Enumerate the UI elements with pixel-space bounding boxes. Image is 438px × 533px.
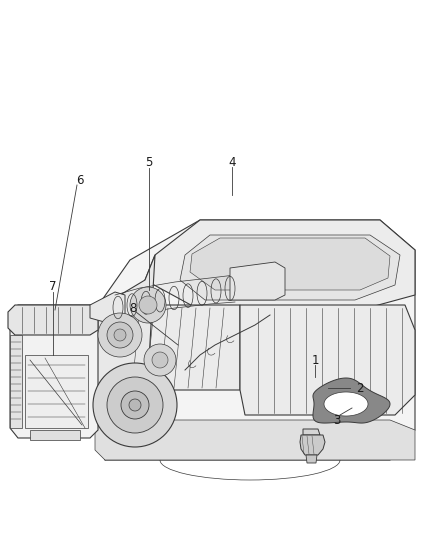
Text: 4: 4 [228, 156, 236, 168]
Polygon shape [90, 292, 125, 325]
Polygon shape [230, 262, 285, 300]
Text: 6: 6 [76, 174, 84, 187]
Polygon shape [10, 335, 22, 428]
Circle shape [93, 363, 177, 447]
Circle shape [139, 296, 157, 314]
Polygon shape [190, 238, 390, 290]
Polygon shape [30, 430, 80, 440]
Polygon shape [145, 220, 415, 310]
Circle shape [129, 399, 141, 411]
Text: 1: 1 [311, 353, 319, 367]
Circle shape [107, 322, 133, 348]
Text: 7: 7 [49, 280, 57, 294]
Circle shape [114, 329, 126, 341]
Circle shape [98, 313, 142, 357]
Polygon shape [95, 220, 415, 460]
Polygon shape [10, 305, 98, 438]
Circle shape [130, 287, 166, 323]
Polygon shape [95, 420, 415, 460]
Text: 8: 8 [129, 302, 137, 314]
Polygon shape [303, 429, 320, 435]
Circle shape [107, 377, 163, 433]
Polygon shape [300, 435, 325, 455]
Polygon shape [240, 305, 415, 415]
Polygon shape [313, 378, 390, 423]
Polygon shape [180, 235, 400, 300]
Circle shape [144, 344, 176, 376]
Polygon shape [100, 305, 240, 390]
Circle shape [121, 391, 149, 419]
Text: 2: 2 [356, 382, 364, 394]
Polygon shape [25, 355, 88, 428]
Polygon shape [324, 392, 368, 416]
Polygon shape [306, 455, 317, 463]
Text: 5: 5 [145, 157, 153, 169]
Polygon shape [8, 305, 98, 335]
Polygon shape [95, 255, 155, 460]
Circle shape [152, 352, 168, 368]
Text: 3: 3 [333, 414, 341, 426]
